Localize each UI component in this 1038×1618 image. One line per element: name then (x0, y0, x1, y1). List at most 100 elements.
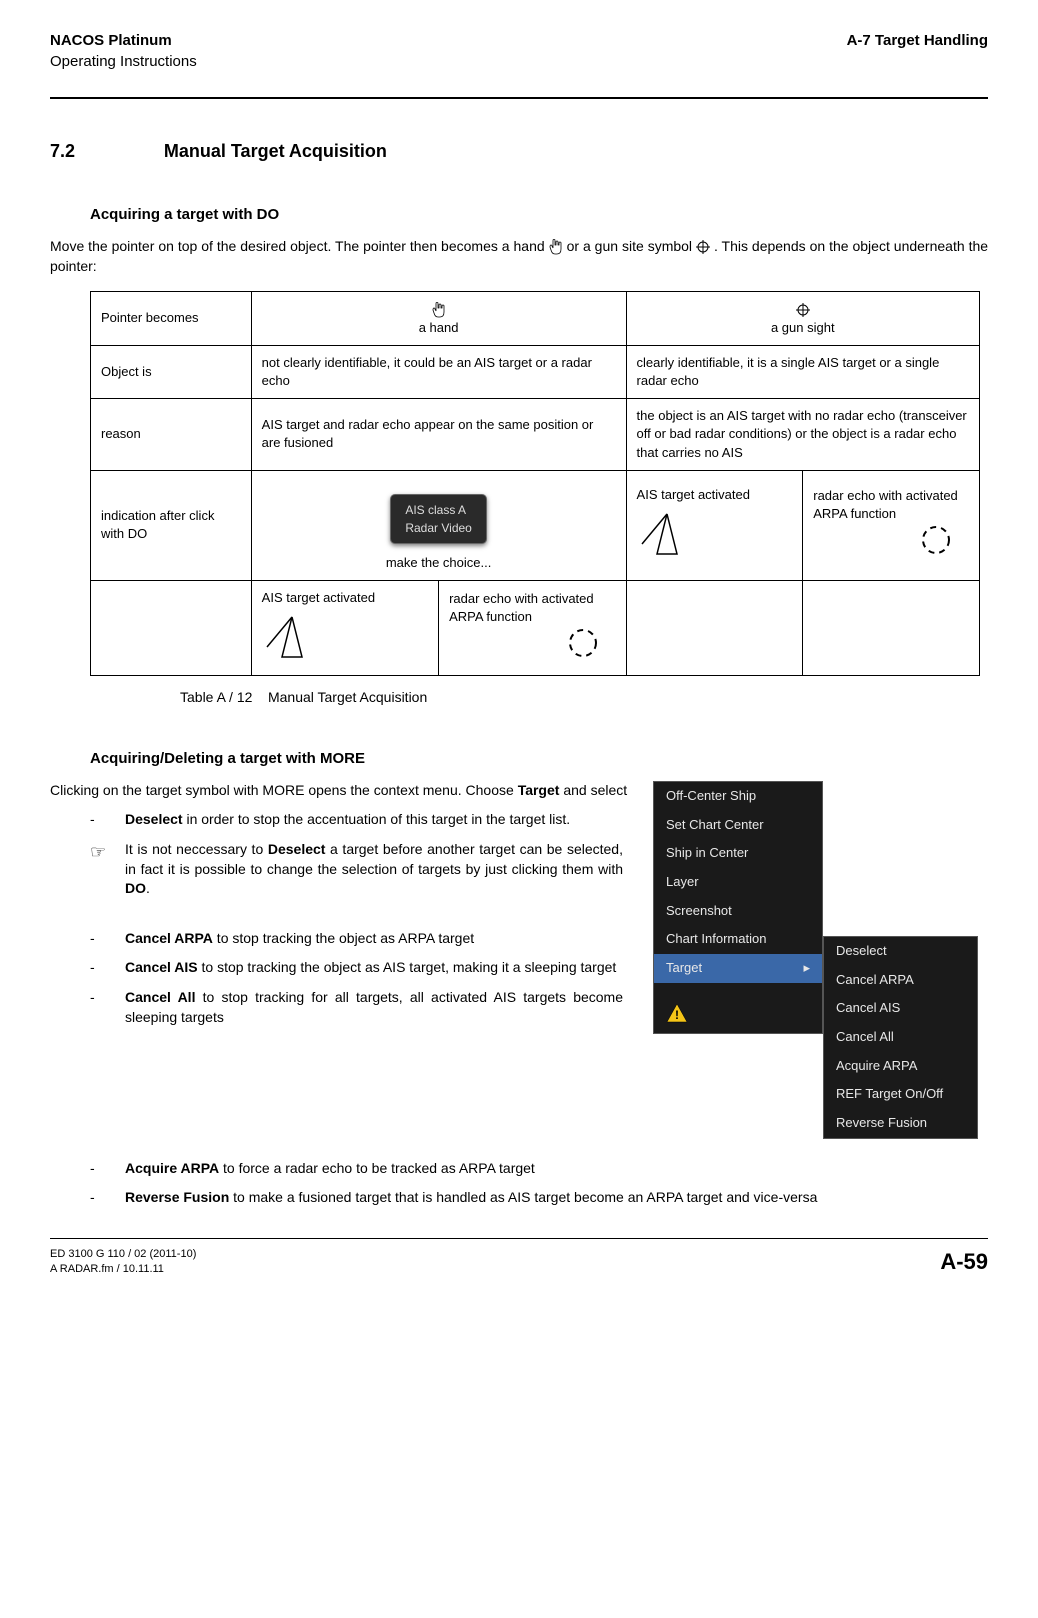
submenu-item: Cancel ARPA (824, 966, 977, 995)
intro-text-1: Move the pointer on top of the desired o… (50, 238, 549, 254)
list-item-deselect: - Deselect in order to stop the accentua… (90, 810, 633, 830)
menu-selected-label: Target (666, 956, 702, 981)
row2-label: Object is (91, 345, 252, 398)
note-a: It is not neccessary to (125, 841, 268, 857)
row5-empty2 (803, 580, 980, 675)
more-text-1: Clicking on the target symbol with MORE … (50, 782, 518, 798)
list-item-acquire-arpa: - Acquire ARPA to force a radar echo to … (90, 1159, 988, 1179)
table-caption: Table A / 12 Manual Target Acquisition (180, 688, 988, 708)
row4-choice-cell: AIS class A Radar Video make the choice.… (251, 470, 626, 580)
gunsight-label: a gun sight (771, 320, 835, 335)
svg-text:!: ! (675, 1008, 679, 1022)
cancel-arpa-rest: to stop tracking the object as ARPA targ… (213, 930, 474, 946)
context-menu-screenshot: Off-Center Ship Set Chart Center Ship in… (653, 781, 978, 1139)
ais-triangle-icon (637, 504, 692, 559)
row4-arpa-cell: radar echo with activated ARPA function (803, 470, 980, 580)
menu-line-1: AIS class A (405, 501, 472, 519)
cancel-all-bold: Cancel All (125, 989, 195, 1005)
dash-marker: - (90, 1159, 125, 1179)
menu-item: Layer (654, 868, 822, 897)
deselect-bold: Deselect (125, 811, 183, 827)
row5-arpa-cell: radar echo with activated ARPA function (439, 580, 626, 675)
dash-marker: - (90, 988, 125, 1027)
menu-item: Ship in Center (654, 839, 822, 868)
ais-activated-text: AIS target activated (637, 487, 750, 502)
menu-item: Screenshot (654, 897, 822, 926)
subheading-acquire-more: Acquiring/Deleting a target with MORE (90, 748, 988, 769)
hand-label: a hand (419, 320, 459, 335)
reverse-fusion-rest: to make a fusioned target that is handle… (229, 1189, 817, 1205)
caption-text: Manual Target Acquisition (268, 689, 427, 705)
intro-paragraph: Move the pointer on top of the desired o… (50, 237, 988, 276)
dash-marker: - (90, 1188, 125, 1208)
context-menu-main: Off-Center Ship Set Chart Center Ship in… (653, 781, 823, 1035)
row2-col2: not clearly identifiable, it could be an… (251, 345, 626, 398)
row3-col2: AIS target and radar echo appear on the … (251, 399, 626, 471)
dash-marker: - (90, 810, 125, 830)
list-item-cancel-ais: - Cancel AIS to stop tracking the object… (90, 958, 633, 978)
row5-ais-cell: AIS target activated (251, 580, 438, 675)
menu-item: Set Chart Center (654, 811, 822, 840)
caption-label: Table A / 12 (180, 689, 252, 705)
submenu-item: Reverse Fusion (824, 1109, 977, 1138)
make-choice-label: make the choice... (386, 555, 492, 570)
note-d: DO (125, 880, 146, 896)
menu-item-selected: Target ▸ (654, 954, 822, 983)
arpa-circle-icon (566, 626, 601, 661)
dash-marker: - (90, 929, 125, 949)
row5-label (91, 580, 252, 675)
footer-line1: ED 3100 G 110 / 02 (2011-10) (50, 1247, 196, 1262)
menu-gap (654, 983, 822, 1001)
cancel-ais-rest: to stop tracking the object as AIS targe… (198, 959, 617, 975)
operating-subtitle: Operating Instructions (50, 51, 197, 72)
arpa-text: radar echo with activated ARPA function (813, 488, 958, 521)
hand-icon (549, 239, 563, 255)
row2-col3: clearly identifiable, it is a single AIS… (626, 345, 979, 398)
target-table: Pointer becomes a hand a gun sight Objec… (90, 291, 980, 676)
acquire-arpa-bold: Acquire ARPA (125, 1160, 219, 1176)
section-number: 7.2 (50, 139, 160, 164)
submenu-item: Acquire ARPA (824, 1052, 977, 1081)
cancel-arpa-bold: Cancel ARPA (125, 930, 213, 946)
more-text-2: and select (559, 782, 627, 798)
reverse-fusion-bold: Reverse Fusion (125, 1189, 229, 1205)
note-b: Deselect (268, 841, 326, 857)
cancel-all-rest: to stop tracking for all targets, all ac… (125, 989, 623, 1025)
page-number: A-59 (940, 1247, 988, 1278)
row1-gunsight-cell: a gun sight (626, 292, 979, 345)
product-name: NACOS Platinum (50, 30, 197, 51)
dash-marker: - (90, 958, 125, 978)
section-title: Manual Target Acquisition (164, 141, 387, 161)
section-heading: 7.2 Manual Target Acquisition (50, 139, 988, 164)
choice-menu-box: AIS class A Radar Video (390, 494, 487, 544)
header-rule (50, 97, 988, 99)
cancel-ais-bold: Cancel AIS (125, 959, 198, 975)
row3-col3: the object is an AIS target with no rada… (626, 399, 979, 471)
footer-line2: A RADAR.fm / 10.11.11 (50, 1262, 196, 1277)
warning-icon: ! (654, 1001, 822, 1034)
menu-item: Off-Center Ship (654, 782, 822, 811)
gunsight-icon (696, 240, 710, 254)
deselect-rest: in order to stop the accentuation of thi… (183, 811, 571, 827)
menu-line-2: Radar Video (405, 519, 472, 537)
submenu-item: Cancel All (824, 1023, 977, 1052)
intro-text-2: or a gun site symbol (567, 238, 696, 254)
list-item-reverse-fusion: - Reverse Fusion to make a fusioned targ… (90, 1188, 988, 1208)
submenu-item: Deselect (824, 937, 977, 966)
acquire-arpa-rest: to force a radar echo to be tracked as A… (219, 1160, 535, 1176)
row1-label: Pointer becomes (91, 292, 252, 345)
context-submenu: Deselect Cancel ARPA Cancel AIS Cancel A… (823, 936, 978, 1139)
page-header: NACOS Platinum Operating Instructions A-… (50, 30, 988, 72)
footer-rule (50, 1238, 988, 1239)
note-row: ☞ It is not neccessary to Deselect a tar… (90, 840, 633, 899)
gunsight-icon (796, 303, 810, 317)
row5-empty1 (626, 580, 803, 675)
hand-icon (432, 302, 446, 318)
chevron-right-icon: ▸ (803, 956, 810, 981)
subheading-acquire-do: Acquiring a target with DO (90, 204, 988, 225)
target-bold: Target (518, 782, 560, 798)
row4-label: indication after click with DO (91, 470, 252, 580)
ais-activated-text-2: AIS target activated (262, 590, 375, 605)
row1-hand-cell: a hand (251, 292, 626, 345)
submenu-item: Cancel AIS (824, 994, 977, 1023)
